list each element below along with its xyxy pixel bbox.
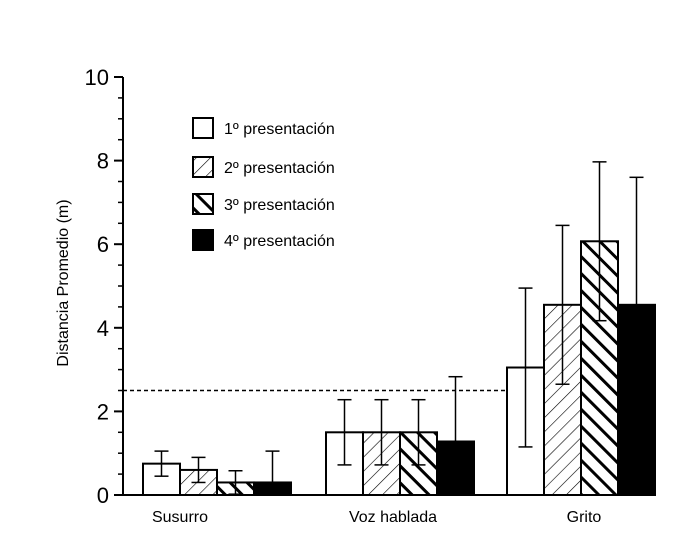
- y-axis-title: Distancia Promedio (m): [55, 199, 72, 366]
- legend-label: 2º presentación: [224, 160, 335, 177]
- legend-swatch: [192, 156, 214, 178]
- x-category-label: Susurro: [152, 509, 208, 526]
- y-tick-label: 4: [97, 316, 109, 341]
- legend-label: 4º presentación: [224, 233, 335, 250]
- legend-swatch: [192, 117, 214, 139]
- legend-label: 3º presentación: [224, 197, 335, 214]
- legend-swatch: [192, 229, 214, 251]
- y-tick-label: 8: [97, 149, 109, 174]
- legend: 1º presentación 2º presentación 3º present…: [192, 117, 335, 251]
- bars-layer: [142, 240, 656, 497]
- y-tick-label: 10: [85, 65, 109, 90]
- legend-swatch: [192, 193, 214, 215]
- y-tick-label: 6: [97, 232, 109, 257]
- y-tick-label: 0: [97, 483, 109, 508]
- legend-label: 1º presentación: [224, 121, 335, 138]
- y-tick-label: 2: [97, 399, 109, 424]
- error-bars-layer: [154, 161, 644, 496]
- x-category-label: Grito: [567, 509, 602, 526]
- x-category-label: Voz hablada: [349, 509, 437, 526]
